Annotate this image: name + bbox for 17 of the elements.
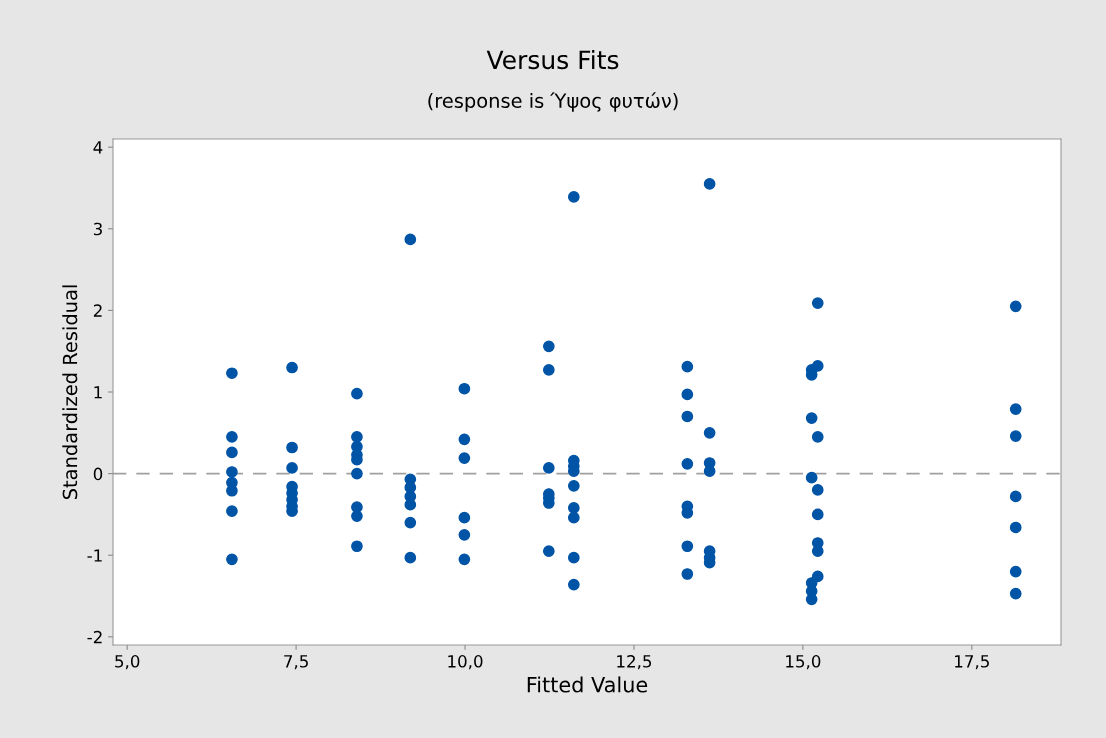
y-tick-label: 0	[93, 467, 103, 481]
y-tick-label: 4	[93, 141, 103, 154]
chart-subtitle: (response is Ύψος φυτών)	[428, 92, 678, 112]
x-tick-label: 17,5	[955, 655, 989, 670]
y-tick-label: 1	[94, 386, 102, 399]
y-axis-title: Standardized Residual	[62, 285, 78, 500]
y-tick-label: 2	[93, 304, 102, 317]
x-tick-label: 10,0	[448, 655, 483, 670]
chart-title: Versus Fits	[486, 49, 619, 70]
x-axis-title: Fitted Value	[527, 676, 648, 693]
y-tick-label: -1	[87, 549, 102, 562]
x-tick-label: 7,5	[284, 655, 308, 670]
x-tick-label: 5,0	[115, 655, 140, 670]
x-tick-label: 12,5	[617, 655, 652, 670]
y-tick-label: 3	[93, 222, 102, 236]
x-tick-label: 15,0	[786, 655, 821, 670]
y-tick-label: -2	[87, 630, 102, 644]
